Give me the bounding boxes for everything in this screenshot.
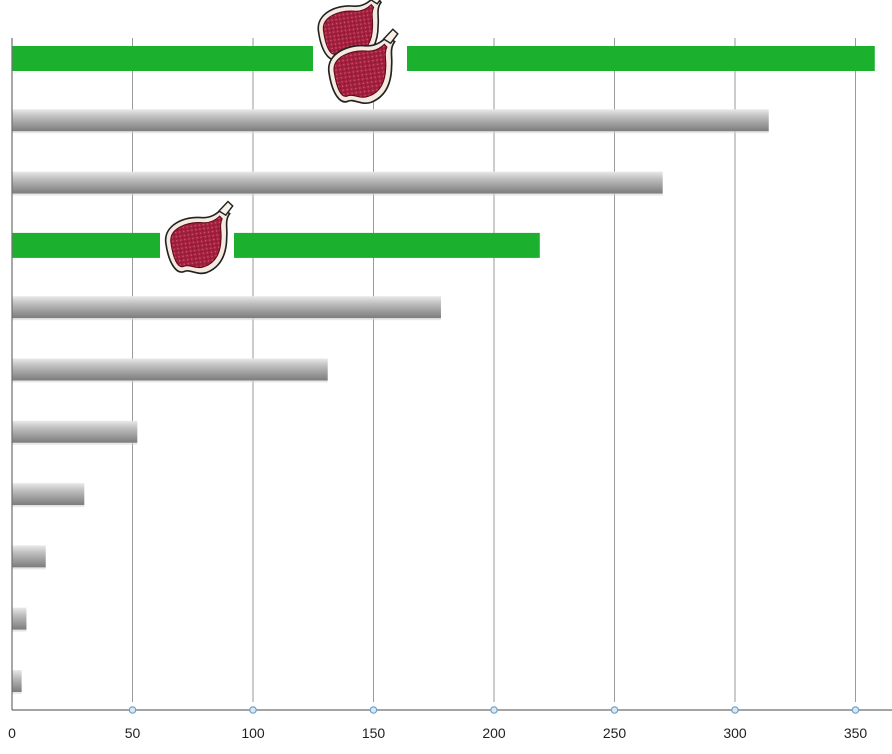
bar [12,46,875,71]
bar-shadow [12,629,27,632]
bar [12,171,663,194]
tick-marker [610,706,619,714]
bar-shadow [12,318,441,321]
x-axis: 0 50 100 150 200 250 300 350 [8,38,892,741]
steak-icon [165,200,234,275]
bar [12,296,441,319]
tick-marker [851,706,860,714]
bar-shadow [12,567,46,570]
bar [12,607,27,630]
x-tick-label: 200 [482,725,506,741]
bar-shadow [12,505,85,508]
steak-icons [160,0,407,275]
bar-shadow [12,131,769,134]
x-tick-label: 250 [603,725,627,741]
x-tick-label: 300 [723,725,747,741]
x-tick-label: 50 [125,725,141,741]
x-tick-label: 150 [362,725,386,741]
bar [12,109,769,132]
bar-shadow [12,442,138,445]
tick-marker [369,706,378,714]
x-tick-label: 350 [844,725,868,741]
bar-shadow [12,193,663,196]
x-tick-label: 0 [8,725,16,741]
bar [12,545,46,568]
gridlines [132,38,856,702]
bar [12,483,85,506]
tick-marker [731,706,739,714]
bar-shadow [12,692,22,694]
x-tick-label: 100 [241,725,265,741]
tick-marker [128,706,137,714]
bar [12,232,540,258]
bar [12,358,328,381]
bar-shadow [12,380,328,383]
steak-icon [328,28,399,105]
bar [12,420,138,443]
tick-marker [490,706,498,714]
bar [12,670,22,692]
bars [12,46,875,694]
tick-marker [249,706,257,714]
